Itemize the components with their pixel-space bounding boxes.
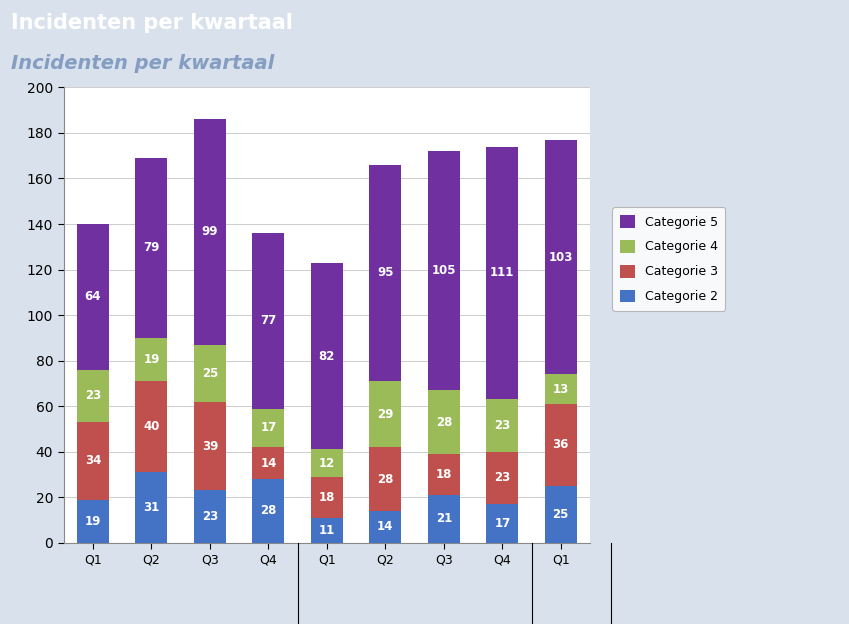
Bar: [311, 518, 343, 543]
Text: 21: 21: [436, 512, 452, 525]
Text: 111: 111: [490, 266, 514, 280]
Text: 17: 17: [494, 517, 510, 530]
Bar: [311, 477, 343, 518]
Bar: [428, 495, 460, 543]
Text: 36: 36: [553, 439, 569, 451]
Text: 79: 79: [143, 241, 160, 255]
Text: 23: 23: [494, 472, 510, 484]
Text: 29: 29: [377, 407, 394, 421]
Bar: [76, 422, 109, 500]
Bar: [76, 500, 109, 543]
Text: 23: 23: [85, 389, 101, 402]
Bar: [76, 370, 109, 422]
Text: 25: 25: [553, 508, 569, 521]
Text: 105: 105: [431, 264, 456, 277]
Bar: [135, 338, 167, 381]
Text: 18: 18: [318, 491, 335, 504]
Text: 11: 11: [318, 524, 335, 537]
Text: 13: 13: [553, 383, 569, 396]
Bar: [194, 344, 226, 402]
Text: 40: 40: [143, 420, 160, 433]
Bar: [135, 381, 167, 472]
Text: 31: 31: [143, 501, 160, 514]
Bar: [428, 151, 460, 390]
Text: 14: 14: [377, 520, 394, 534]
Bar: [252, 447, 284, 479]
Text: 19: 19: [85, 515, 101, 528]
Bar: [252, 409, 284, 447]
Text: 77: 77: [261, 314, 277, 328]
Text: 25: 25: [202, 367, 218, 379]
Text: 23: 23: [494, 419, 510, 432]
Bar: [252, 233, 284, 409]
Bar: [76, 224, 109, 370]
Bar: [545, 374, 576, 404]
Bar: [194, 119, 226, 344]
Bar: [428, 390, 460, 454]
Bar: [135, 472, 167, 543]
Text: 64: 64: [85, 290, 101, 303]
Legend: Categorie 5, Categorie 4, Categorie 3, Categorie 2: Categorie 5, Categorie 4, Categorie 3, C…: [612, 208, 725, 311]
Text: 28: 28: [377, 472, 394, 485]
Text: 17: 17: [261, 421, 277, 434]
Bar: [311, 449, 343, 477]
Text: 99: 99: [202, 225, 218, 238]
Text: 39: 39: [202, 439, 218, 452]
Text: 19: 19: [143, 353, 160, 366]
Bar: [486, 452, 519, 504]
Bar: [486, 399, 519, 452]
Bar: [545, 486, 576, 543]
Text: 18: 18: [436, 468, 452, 481]
Bar: [545, 140, 576, 374]
Bar: [369, 511, 402, 543]
Bar: [486, 147, 519, 399]
Bar: [369, 165, 402, 381]
Bar: [252, 479, 284, 543]
Text: 28: 28: [436, 416, 452, 429]
Bar: [135, 158, 167, 338]
Bar: [369, 381, 402, 447]
Text: 95: 95: [377, 266, 394, 280]
Bar: [486, 504, 519, 543]
Text: 34: 34: [85, 454, 101, 467]
Text: Incidenten per kwartaal: Incidenten per kwartaal: [11, 12, 293, 32]
Text: Incidenten per kwartaal: Incidenten per kwartaal: [11, 54, 274, 73]
Bar: [369, 447, 402, 511]
Bar: [311, 263, 343, 449]
Text: 28: 28: [260, 504, 277, 517]
Bar: [545, 404, 576, 486]
Text: 14: 14: [260, 457, 277, 470]
Text: 23: 23: [202, 510, 218, 523]
Text: 12: 12: [318, 457, 335, 470]
Bar: [194, 402, 226, 490]
Text: 103: 103: [548, 251, 573, 263]
Text: 82: 82: [318, 349, 335, 363]
Bar: [428, 454, 460, 495]
Bar: [194, 490, 226, 543]
